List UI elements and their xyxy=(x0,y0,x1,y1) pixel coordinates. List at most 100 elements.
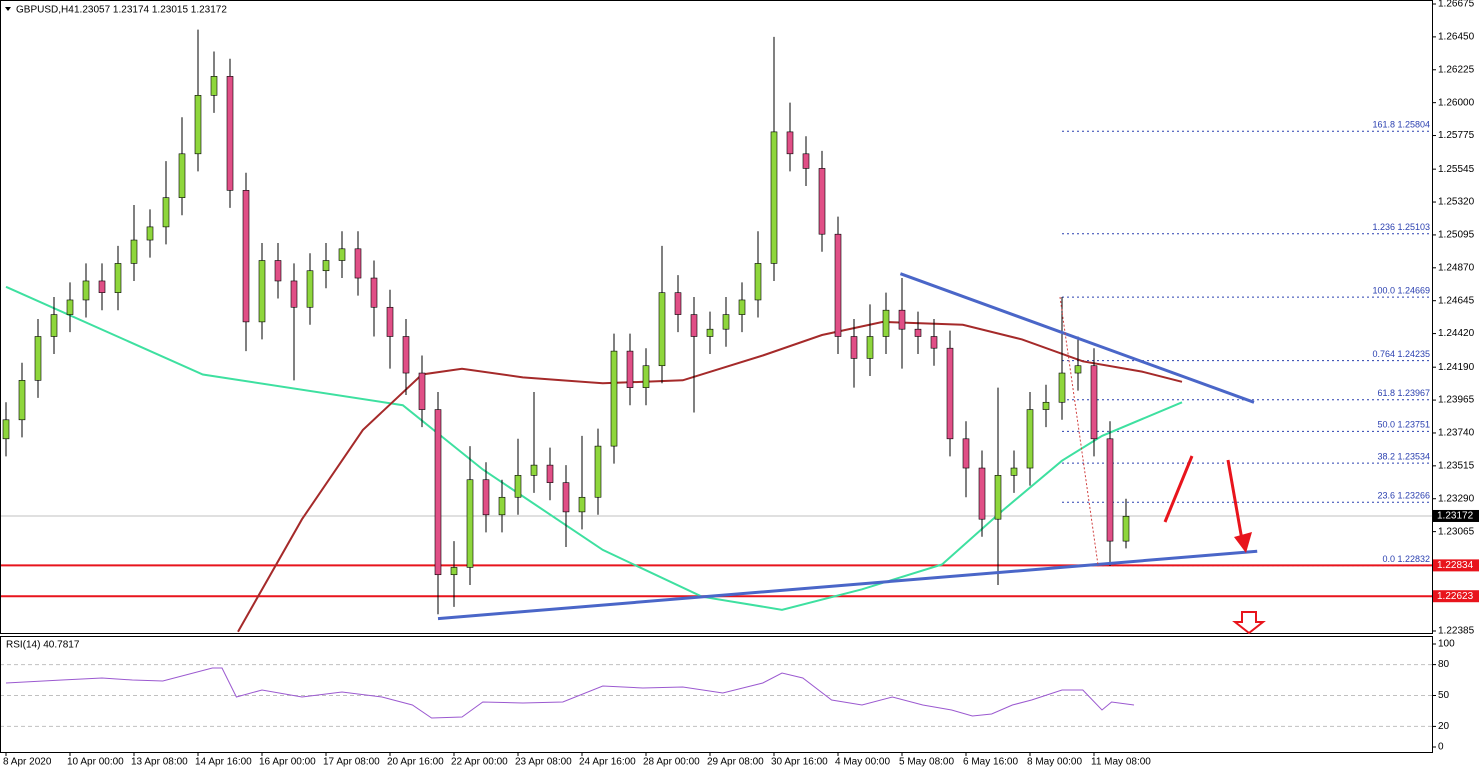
fib-label: 1.236 1.25103 xyxy=(1372,222,1430,232)
candle-body xyxy=(882,309,890,337)
candle-body xyxy=(114,263,122,293)
candle-body xyxy=(978,467,986,520)
rsi-frame xyxy=(0,636,1433,753)
candle-body xyxy=(370,277,378,308)
candle-body xyxy=(322,260,330,272)
x-tick-label: 22 Apr 00:00 xyxy=(451,757,508,768)
rsi-tick-label: 0 xyxy=(1438,742,1444,753)
candle-body xyxy=(1042,401,1050,410)
candle-body xyxy=(594,445,602,498)
candle-body xyxy=(962,438,970,469)
candle-body xyxy=(658,292,666,367)
x-tick-label: 16 Apr 00:00 xyxy=(259,757,316,768)
candle-body xyxy=(690,314,698,337)
candle-body xyxy=(1058,372,1066,403)
fib-diagonal xyxy=(1059,296,1099,566)
down-arrow-head xyxy=(1234,532,1252,553)
rsi-tick-label: 20 xyxy=(1438,721,1450,732)
candle-body xyxy=(386,306,394,337)
candle-body xyxy=(482,479,490,516)
x-tick-label: 8 Apr 2020 xyxy=(3,757,52,768)
rsi-title: RSI(14) 40.7817 xyxy=(6,640,80,651)
candle-body xyxy=(274,260,282,282)
x-tick-label: 11 May 08:00 xyxy=(1091,757,1151,768)
candle-body xyxy=(1106,438,1114,542)
candle-body xyxy=(546,464,554,483)
candle-body xyxy=(18,380,26,421)
candle-body xyxy=(818,168,826,235)
candle-body xyxy=(754,263,762,301)
moving-average xyxy=(5,285,1183,611)
candle-body xyxy=(210,76,218,96)
candle-body xyxy=(242,190,250,323)
trendline xyxy=(437,549,1258,621)
last-price-label: 1.23172 xyxy=(1437,511,1474,522)
y-tick-label: 1.24190 xyxy=(1438,362,1475,373)
y-tick-label: 1.23740 xyxy=(1438,428,1475,439)
candle-body xyxy=(642,365,650,388)
y-tick-label: 1.26000 xyxy=(1438,97,1475,108)
candle-body xyxy=(770,131,778,264)
x-tick-label: 30 Apr 16:00 xyxy=(771,757,828,768)
candle-body xyxy=(146,226,154,241)
candle-body xyxy=(354,248,362,279)
candle-body xyxy=(34,336,42,381)
x-tick-label: 13 Apr 08:00 xyxy=(131,757,188,768)
y-tick-label: 1.25095 xyxy=(1438,230,1475,241)
candle-body xyxy=(530,464,538,476)
candle-body xyxy=(1122,515,1130,542)
candle-body xyxy=(402,336,410,374)
candle-body xyxy=(1010,467,1018,476)
candle-body xyxy=(290,280,298,308)
y-tick-label: 1.24645 xyxy=(1438,295,1475,306)
y-tick-label: 1.23515 xyxy=(1438,460,1475,471)
y-tick-label: 1.25545 xyxy=(1438,164,1475,175)
candle-body xyxy=(514,475,522,498)
x-tick-label: 17 Apr 08:00 xyxy=(323,757,380,768)
candle-body xyxy=(626,350,634,388)
candle-body xyxy=(914,328,922,337)
fib-label: 0.0 1.22832 xyxy=(1382,554,1430,564)
y-tick-label: 1.26675 xyxy=(1438,0,1475,10)
candle-body xyxy=(66,299,74,315)
x-tick-label: 29 Apr 08:00 xyxy=(707,757,764,768)
candle-body xyxy=(98,280,106,293)
x-tick-label: 5 May 08:00 xyxy=(899,757,954,768)
candle-body xyxy=(466,479,474,568)
x-tick-label: 20 Apr 16:00 xyxy=(387,757,444,768)
x-tick-label: 10 Apr 00:00 xyxy=(67,757,124,768)
y-tick-label: 1.25320 xyxy=(1438,197,1475,208)
y-tick-label: 1.24420 xyxy=(1438,328,1475,339)
rsi-tick-label: 50 xyxy=(1438,690,1450,701)
y-tick-label: 1.23965 xyxy=(1438,395,1475,406)
y-tick-label: 1.26450 xyxy=(1438,32,1475,43)
axes: 1.26675 1.26450 1.26225 1.26000 1.25775 1.255… xyxy=(3,0,1479,768)
candle-body xyxy=(1026,409,1034,469)
rsi-tick-label: 100 xyxy=(1438,639,1455,650)
fib-label: 61.8 1.23967 xyxy=(1377,388,1430,398)
candle-body xyxy=(866,336,874,359)
candle-body xyxy=(130,239,138,264)
candle-body xyxy=(82,280,90,301)
annotations xyxy=(1059,296,1266,635)
hollow-down-arrow xyxy=(1232,611,1266,635)
moving-average xyxy=(237,320,1183,633)
price-box-label: 1.22834 xyxy=(1437,560,1474,571)
ohlc-text: 1.23057 1.23174 1.23015 1.23172 xyxy=(74,5,227,16)
x-tick-label: 28 Apr 00:00 xyxy=(643,757,700,768)
fib-label: 100.0 1.24669 xyxy=(1372,286,1430,296)
candle-body xyxy=(738,299,746,315)
y-tick-label: 1.22385 xyxy=(1438,626,1475,637)
main-plot: 161.8 1.25804 1.236 1.25103 100.0 1.24669 0… xyxy=(1,29,1432,633)
candle-body xyxy=(802,153,810,169)
candle-body xyxy=(178,153,186,198)
candle-body xyxy=(2,419,10,440)
candle-body xyxy=(994,475,1002,520)
chart-title: GBPUSD,H4 xyxy=(16,5,74,16)
candle-body xyxy=(674,292,682,315)
candle-body xyxy=(498,496,506,516)
candle-body xyxy=(722,314,730,330)
candle-body xyxy=(50,314,58,337)
rsi-tick-label: 80 xyxy=(1438,659,1450,670)
x-tick-label: 14 Apr 16:00 xyxy=(195,757,252,768)
